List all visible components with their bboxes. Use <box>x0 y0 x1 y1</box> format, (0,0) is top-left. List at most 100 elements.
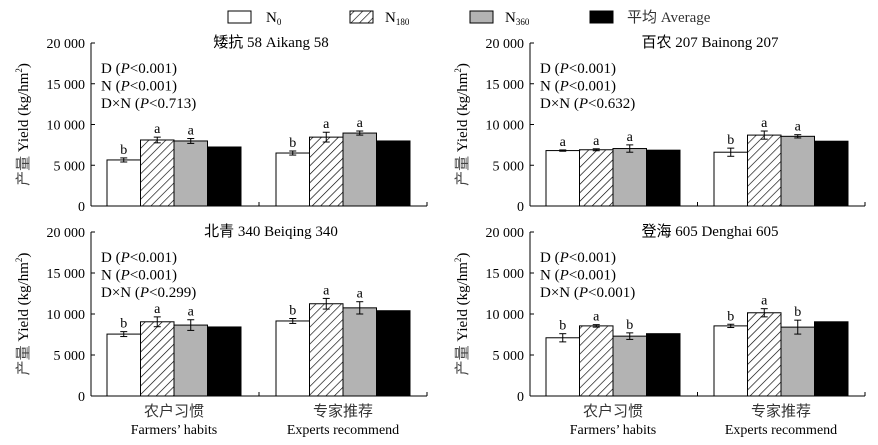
legend-swatch-average <box>589 10 614 24</box>
stat-line: N (P<0.001) <box>540 79 616 95</box>
bar-average <box>814 321 849 397</box>
significance-letter: a <box>795 120 802 135</box>
bar-n0 <box>106 333 141 397</box>
bar-n180 <box>140 321 175 397</box>
y-tick-label: 0 <box>517 200 524 215</box>
y-tick-label: 0 <box>517 390 524 405</box>
bar-n0 <box>275 152 310 207</box>
bar-n0 <box>106 159 141 207</box>
significance-letter: b <box>626 318 633 333</box>
significance-letter: b <box>559 319 566 334</box>
significance-letter: a <box>560 135 567 150</box>
panel-title: 矮抗 58 Aikang 58 <box>213 34 328 51</box>
bar-n0 <box>713 151 748 207</box>
legend: N0 N180 N360 平均 Average <box>227 9 711 27</box>
significance-letter: a <box>627 130 634 145</box>
significance-letter: a <box>154 122 161 137</box>
bar-n180 <box>309 136 344 207</box>
y-axis-label: 产量 Yield (kg/hm2) <box>453 63 471 186</box>
significance-letter: b <box>120 317 127 332</box>
panel-3: 0 5 000 10 000 15 000 20 000 产量 Yield (kg/hm2… <box>14 223 428 438</box>
y-tick-label: 5 000 <box>493 349 525 364</box>
y-axis-label: 产量 Yield (kg/hm2) <box>453 253 471 376</box>
y-tick-label: 15 000 <box>486 78 525 93</box>
stat-line: D×N (P<0.632) <box>540 96 635 112</box>
significance-letter: b <box>794 305 801 320</box>
bar-n180 <box>309 303 344 397</box>
bar-n360 <box>780 135 815 207</box>
bar-n360 <box>173 324 208 397</box>
bar-average <box>646 333 681 397</box>
significance-letter: a <box>323 283 330 298</box>
legend-label-n180: N180 <box>385 10 410 27</box>
significance-letter: b <box>727 133 734 148</box>
bar-n180 <box>579 325 614 397</box>
bar-n360 <box>342 307 377 397</box>
significance-letter: b <box>289 304 296 319</box>
y-tick-label: 20 000 <box>47 37 86 52</box>
x-category-label-cn: 专家推荐 <box>313 403 373 420</box>
x-category-label-en: Experts recommend <box>725 423 837 438</box>
bar-average <box>207 326 242 397</box>
significance-letter: a <box>593 310 600 325</box>
bar-n0 <box>713 325 748 397</box>
significance-letter: b <box>727 309 734 324</box>
stat-line: D (P<0.001) <box>540 250 616 266</box>
x-category-label-en: Farmers’ habits <box>570 423 656 438</box>
significance-letter: a <box>188 305 195 320</box>
bar-n360 <box>173 140 208 207</box>
y-axis-label: 产量 Yield (kg/hm2) <box>14 63 32 186</box>
bar-average <box>646 149 681 207</box>
stat-line: D×N (P<0.001) <box>540 285 635 301</box>
stat-line: D (P<0.001) <box>540 61 616 77</box>
y-tick-label: 20 000 <box>486 226 525 241</box>
panel-1: 0 5 000 10 000 15 000 20 000 产量 Yield (kg/hm2… <box>14 34 428 215</box>
y-tick-label: 5 000 <box>54 349 86 364</box>
y-tick-label: 15 000 <box>47 78 86 93</box>
bar-n0 <box>275 320 310 397</box>
y-tick-label: 5 000 <box>493 159 525 174</box>
x-category-label-en: Farmers’ habits <box>131 423 217 438</box>
x-category-label-cn: 农户习惯 <box>583 403 643 420</box>
significance-letter: a <box>593 134 600 149</box>
bar-n0 <box>545 150 580 207</box>
x-category-label-cn: 农户习惯 <box>144 403 204 420</box>
stat-line: D (P<0.001) <box>101 61 177 77</box>
significance-letter: a <box>188 124 195 139</box>
bar-n180 <box>140 139 175 207</box>
x-category-label-en: Experts recommend <box>287 423 399 438</box>
bar-average <box>814 140 849 207</box>
panel-4: 0 5 000 10 000 15 000 20 000 产量 Yield (kg/hm2… <box>453 223 866 438</box>
y-tick-label: 15 000 <box>486 267 525 282</box>
bar-n360 <box>612 148 647 207</box>
legend-swatch-n0 <box>227 10 252 24</box>
y-axis-label: 产量 Yield (kg/hm2) <box>14 253 32 376</box>
bar-average <box>376 310 411 397</box>
y-tick-label: 10 000 <box>486 308 525 323</box>
legend-swatch-n360 <box>469 10 494 24</box>
y-tick-label: 5 000 <box>54 159 86 174</box>
stat-line: N (P<0.001) <box>101 79 177 95</box>
stat-line: D×N (P<0.299) <box>101 285 196 301</box>
significance-letter: b <box>289 136 296 151</box>
legend-swatch-n180 <box>349 10 374 24</box>
significance-letter: a <box>761 294 768 309</box>
significance-letter: a <box>357 287 364 302</box>
bar-average <box>376 140 411 207</box>
legend-label-average: 平均 Average <box>627 9 711 26</box>
bar-n360 <box>342 132 377 207</box>
bar-n360 <box>612 335 647 397</box>
y-tick-label: 0 <box>78 200 85 215</box>
bar-n0 <box>545 337 580 397</box>
legend-label-n360: N360 <box>505 10 530 27</box>
panel-title: 百农 207 Bainong 207 <box>641 34 779 51</box>
x-category-label-cn: 专家推荐 <box>751 403 811 420</box>
significance-letter: a <box>357 116 364 131</box>
stat-line: D×N (P<0.713) <box>101 96 196 112</box>
y-tick-label: 10 000 <box>47 119 86 134</box>
y-tick-label: 0 <box>78 390 85 405</box>
bar-n360 <box>780 326 815 397</box>
bar-average <box>207 146 242 207</box>
stat-line: D (P<0.001) <box>101 250 177 266</box>
